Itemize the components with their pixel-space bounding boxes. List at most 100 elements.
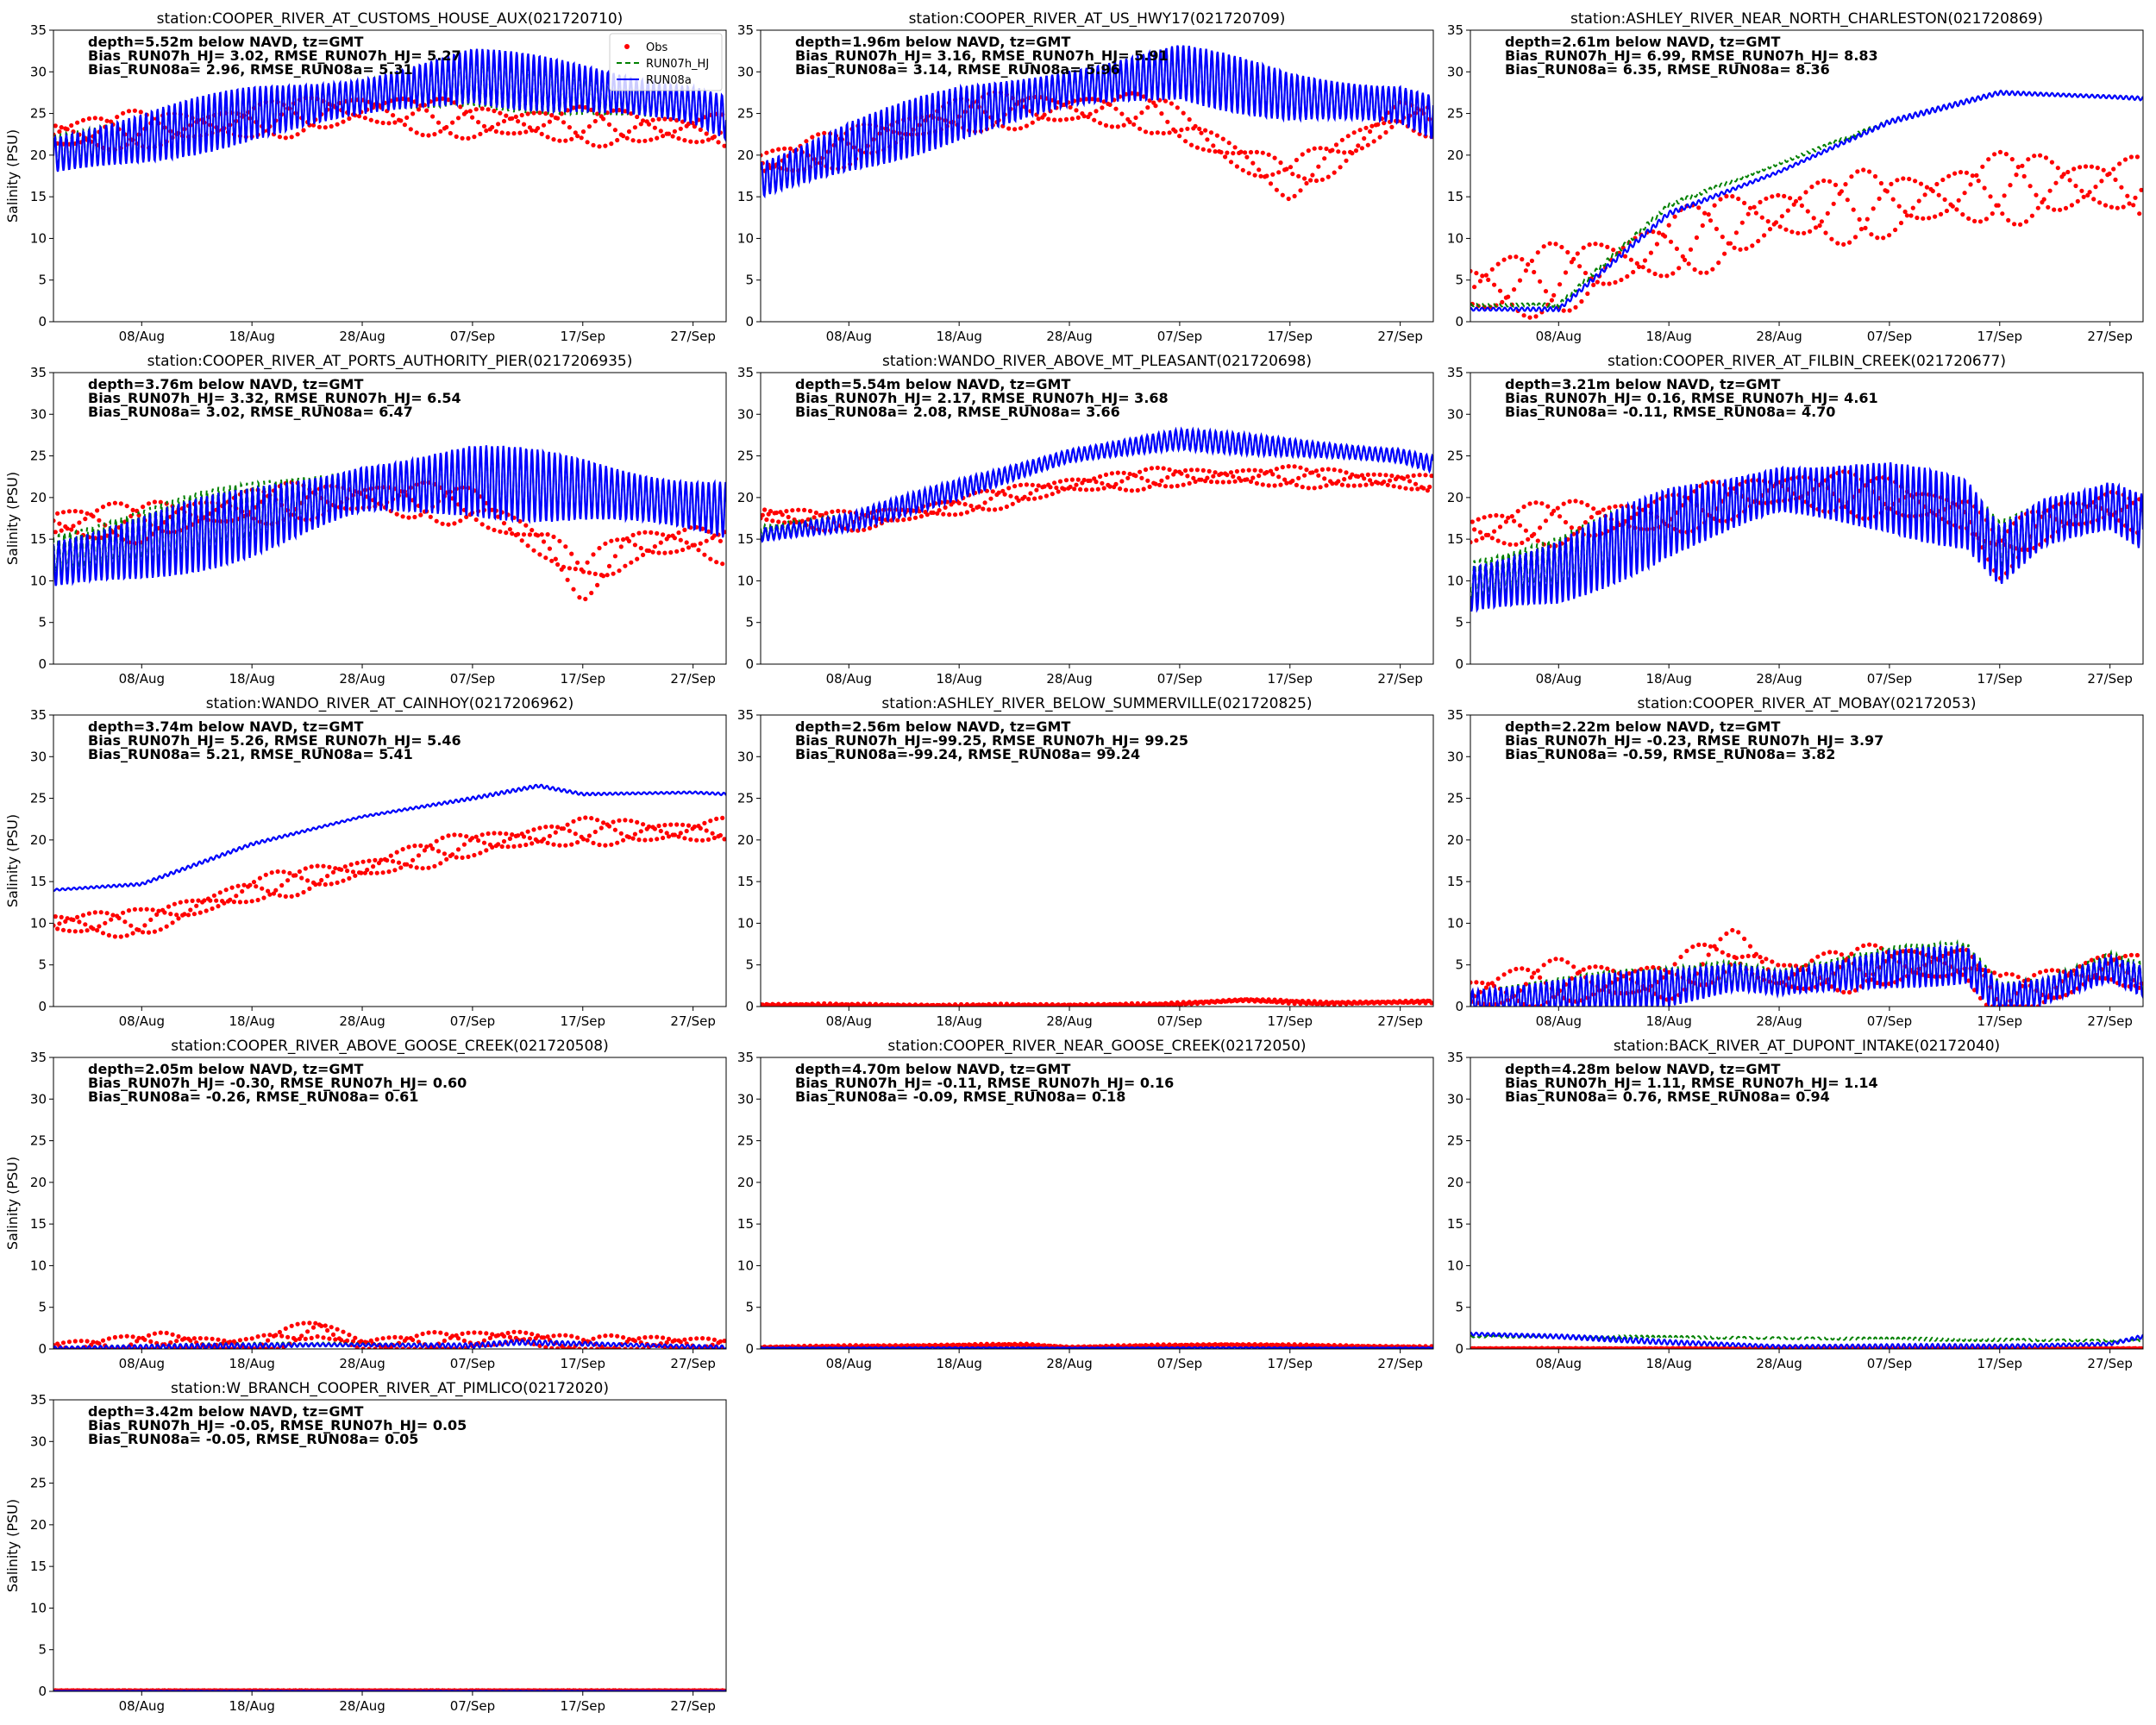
obs-point xyxy=(121,910,126,915)
obs-point xyxy=(692,543,698,548)
obs-point xyxy=(234,894,239,899)
obs-point xyxy=(1827,179,1833,184)
obs-point xyxy=(295,893,300,898)
obs-point xyxy=(1908,213,1914,218)
obs-point xyxy=(1234,164,1239,169)
obs-point xyxy=(1607,281,1612,286)
obs-point xyxy=(698,541,703,546)
obs-point xyxy=(764,150,769,155)
obs-point xyxy=(339,1338,344,1343)
x-tick-label: 08/Aug xyxy=(826,1356,872,1371)
obs-point xyxy=(1599,242,1604,248)
obs-point xyxy=(603,843,608,848)
obs-point xyxy=(601,820,606,825)
obs-point xyxy=(249,1336,254,1341)
obs-point xyxy=(1551,508,1557,513)
obs-point xyxy=(473,517,479,523)
obs-point xyxy=(688,837,693,842)
obs-series xyxy=(761,997,1433,1007)
obs-point xyxy=(1157,482,1163,487)
obs-point xyxy=(1529,258,1534,263)
obs-point xyxy=(414,130,419,135)
obs-point xyxy=(537,110,542,116)
x-tick-label: 08/Aug xyxy=(1536,1013,1582,1029)
obs-point xyxy=(962,502,968,507)
obs-point xyxy=(185,913,191,918)
obs-point xyxy=(1173,129,1178,134)
obs-point xyxy=(626,1337,632,1342)
obs-point xyxy=(60,510,66,515)
subplot-title: station:WANDO_RIVER_ABOVE_MT_PLEASANT(02… xyxy=(882,353,1312,370)
obs-point xyxy=(98,116,103,122)
y-tick-label: 30 xyxy=(737,1091,754,1107)
obs-point xyxy=(1543,289,1549,294)
obs-point xyxy=(341,119,346,124)
obs-point xyxy=(577,595,582,600)
obs-point xyxy=(406,1346,411,1349)
obs-point xyxy=(793,519,799,525)
obs-point xyxy=(1205,137,1210,142)
obs-point xyxy=(385,857,390,863)
obs-point xyxy=(612,128,618,133)
obs-point xyxy=(374,1337,379,1342)
obs-point xyxy=(118,934,123,939)
obs-point xyxy=(333,1337,338,1342)
obs-point xyxy=(583,596,588,602)
obs-point xyxy=(476,837,481,844)
obs-point xyxy=(1849,951,1854,957)
obs-point xyxy=(1357,483,1363,488)
obs-point xyxy=(416,853,422,858)
obs-point xyxy=(976,504,981,510)
obs-point xyxy=(402,122,407,128)
obs-point xyxy=(85,1339,90,1344)
y-tick-label: 5 xyxy=(1455,957,1463,973)
obs-point xyxy=(53,530,58,535)
obs-point xyxy=(557,1333,562,1338)
obs-point xyxy=(80,913,86,918)
obs-point xyxy=(649,530,654,536)
obs-point xyxy=(188,907,193,913)
obs-point xyxy=(606,563,612,569)
y-tick-label: 0 xyxy=(1455,314,1463,329)
obs-point xyxy=(1811,216,1816,221)
obs-point xyxy=(106,1336,111,1341)
x-tick-label: 18/Aug xyxy=(936,329,981,344)
obs-point xyxy=(1523,268,1528,273)
obs-point xyxy=(1974,172,1979,178)
obs-point xyxy=(1803,963,1808,968)
obs-point xyxy=(164,1330,169,1336)
obs-point xyxy=(455,1336,461,1341)
obs-point xyxy=(523,523,529,528)
obs-point xyxy=(700,139,705,144)
obs-point xyxy=(1095,486,1100,492)
obs-point xyxy=(575,560,580,565)
plot-data xyxy=(53,1320,726,1349)
obs-point xyxy=(1742,936,1747,942)
obs-point xyxy=(432,863,437,869)
obs-point xyxy=(1950,204,1955,209)
obs-point xyxy=(1633,969,1638,974)
obs-point xyxy=(1585,291,1590,297)
obs-point xyxy=(655,837,660,842)
obs-point xyxy=(2052,207,2057,212)
obs-point xyxy=(360,859,366,864)
obs-point xyxy=(2067,178,2072,183)
obs-point xyxy=(551,842,556,847)
obs-point xyxy=(66,509,72,514)
obs-point xyxy=(1018,126,1024,131)
obs-point xyxy=(1782,963,1787,968)
obs-point xyxy=(591,552,596,557)
obs-point xyxy=(255,1334,260,1339)
obs-point xyxy=(65,526,70,531)
obs-point xyxy=(819,512,825,518)
x-tick-label: 28/Aug xyxy=(339,329,385,344)
obs-point xyxy=(1898,220,1904,226)
obs-point xyxy=(1338,165,1343,170)
obs-point xyxy=(1280,192,1285,198)
obs-point xyxy=(141,505,146,510)
obs-point xyxy=(1316,473,1321,478)
obs-point xyxy=(1708,218,1714,223)
obs-point xyxy=(1197,126,1202,131)
obs-point xyxy=(710,831,715,836)
obs-point xyxy=(1714,226,1719,231)
